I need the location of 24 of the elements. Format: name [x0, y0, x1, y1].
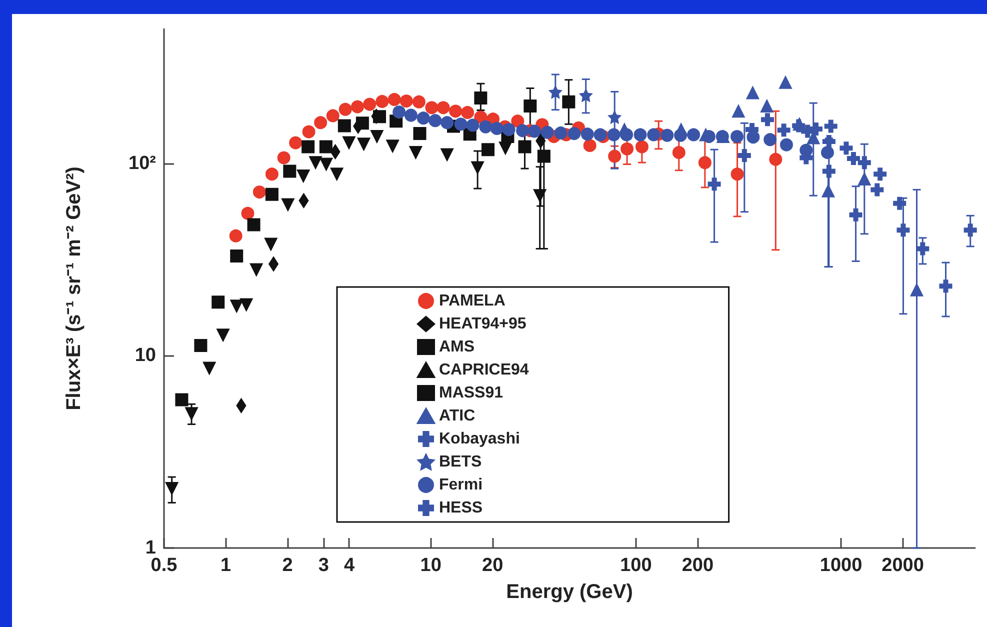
legend-label: MASS91 [439, 384, 504, 402]
y-tick-label: 10² [128, 152, 156, 174]
legend-label: HEAT94+95 [439, 316, 526, 332]
legend-label: BETS [439, 454, 482, 470]
legend-label: PAMELA [439, 292, 506, 310]
x-tick-label: 4 [344, 555, 355, 576]
x-tick-label: 2 [282, 555, 293, 576]
legend-label: AMS [439, 338, 475, 356]
legend-label: Kobayashi [439, 430, 520, 448]
x-tick-label: 100 [620, 555, 652, 576]
x-tick-label: 10 [420, 555, 442, 576]
legend-label: HESS [439, 500, 483, 516]
x-tick-label: 2000 [882, 555, 924, 576]
x-axis-title: Energy (GeV) [506, 581, 633, 603]
x-tick-label: 200 [682, 555, 714, 576]
x-tick-label: 1 [220, 555, 232, 576]
x-tick-label: 3 [318, 555, 329, 576]
legend-label: ATIC [439, 408, 476, 424]
x-tick-label: 20 [482, 555, 504, 576]
y-tick-label: 10 [134, 345, 156, 366]
legend-label: Fermi [439, 476, 483, 494]
y-axis-title: Flux×E³ (s⁻¹ sr⁻¹ m⁻² GeV²) [63, 166, 85, 410]
legend-label: CAPRICE94 [439, 362, 529, 378]
x-tick-label: 1000 [820, 555, 862, 576]
